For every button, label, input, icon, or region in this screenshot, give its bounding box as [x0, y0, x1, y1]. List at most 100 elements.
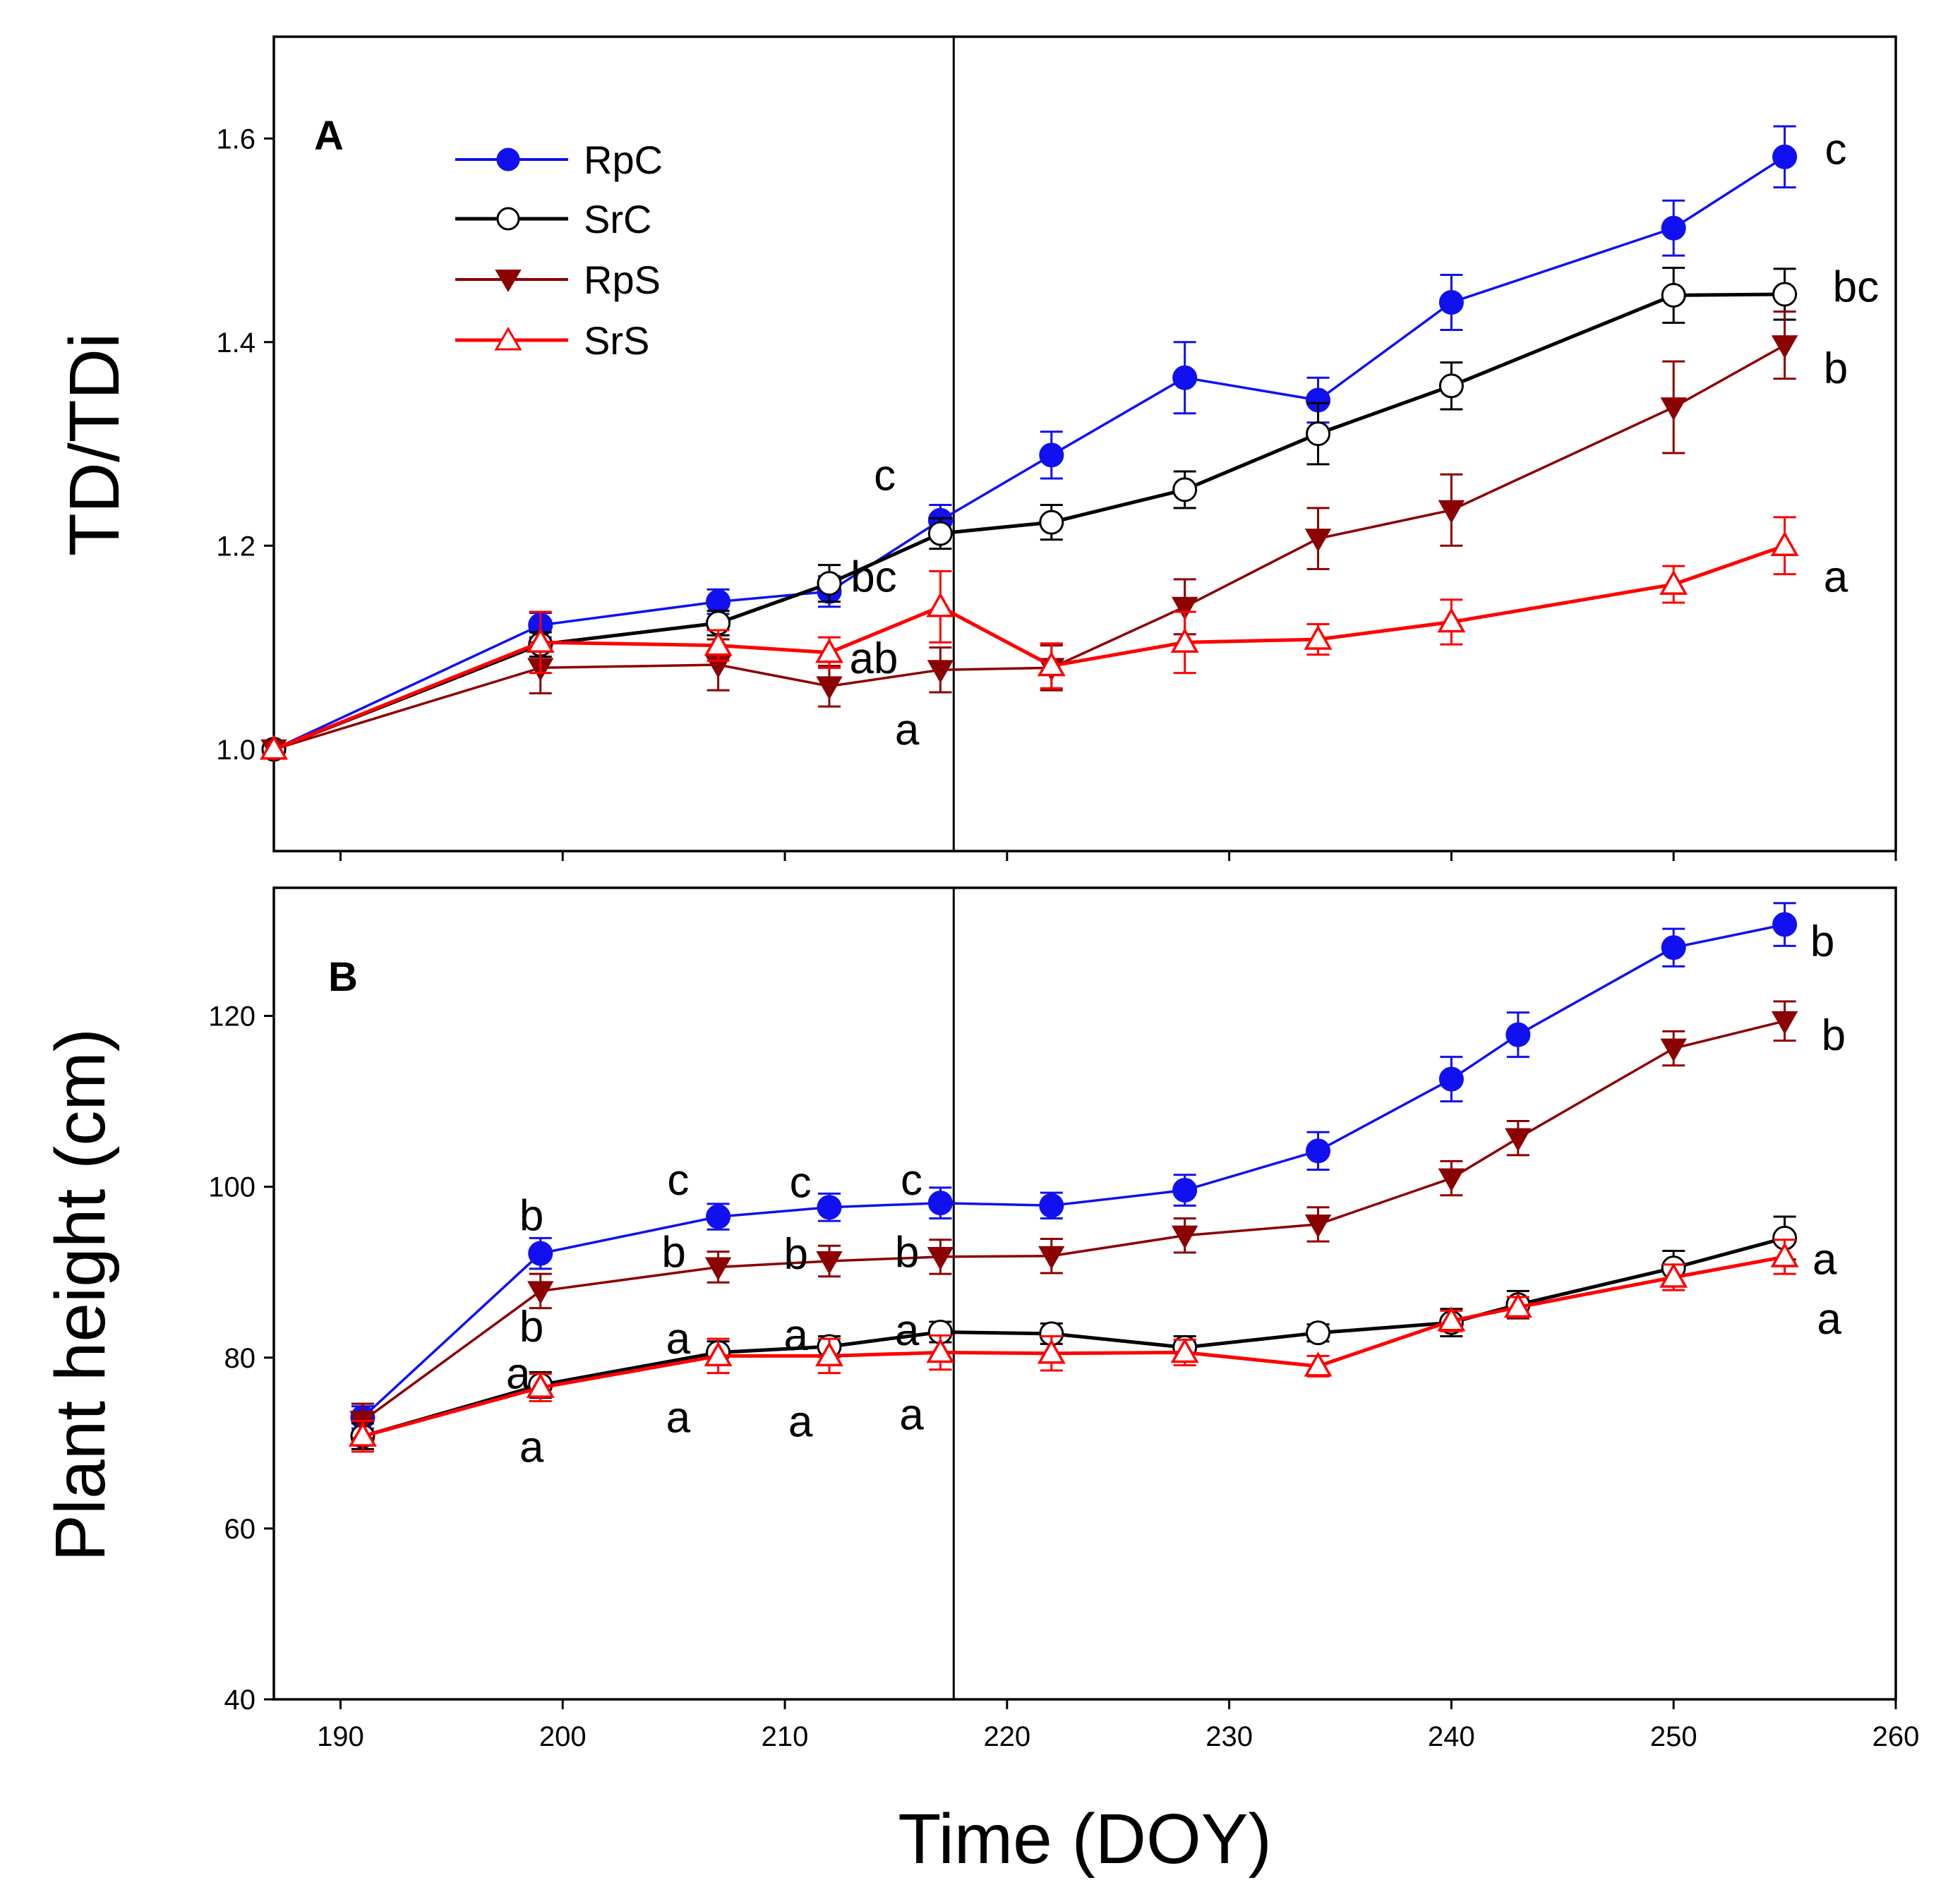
series-rps-b	[349, 1000, 1798, 1440]
y-tick-label-b-2: 80	[224, 1343, 256, 1374]
bottom-y-axis-title: Plant height (cm)	[41, 1028, 120, 1562]
x-axis-title: Time (DOY)	[898, 1800, 1272, 1879]
point-rps-b-9	[1505, 1128, 1532, 1152]
point-srs-b-7	[1304, 1351, 1333, 1377]
series-srs-b	[348, 1239, 1799, 1453]
y-tick-label-a-1: 1.2	[216, 531, 255, 562]
point-rpc-b-11	[1772, 912, 1798, 937]
point-rps-b-11	[1771, 1011, 1798, 1035]
significance-label-a-7: a	[1824, 553, 1848, 602]
point-rps-a-7	[1304, 529, 1332, 553]
significance-label-a-4: c	[1825, 126, 1847, 174]
y-tick-label-a-3: 1.6	[216, 123, 255, 155]
significance-label-a-0: c	[874, 451, 896, 500]
point-rps-a-4	[927, 660, 954, 684]
point-rps-a-3	[816, 676, 843, 700]
point-rpc-b-9	[1505, 1022, 1531, 1047]
point-rpc-b-7	[1306, 1138, 1331, 1164]
point-rps-b-1	[527, 1281, 554, 1305]
point-srs-a-4	[926, 592, 955, 617]
point-rpc-b-10	[1661, 935, 1686, 960]
x-tick-label-7: 260	[1872, 1721, 1920, 1752]
point-src-a-9	[1661, 282, 1686, 308]
legend-label-rps: RpS	[584, 258, 661, 302]
point-rps-a-6	[1171, 596, 1198, 620]
significance-label-b-12: c	[901, 1156, 922, 1205]
significance-label-b-19: a	[1817, 1295, 1841, 1344]
panel-b-letter: B	[328, 954, 358, 1000]
point-srs-a-2	[704, 631, 733, 656]
panel-a-frame	[272, 35, 1897, 852]
point-srs-a-0	[259, 735, 289, 760]
x-tick-label-3: 220	[983, 1721, 1030, 1752]
panel-b-frame	[272, 886, 1897, 1701]
legend-marker-rpc	[496, 147, 520, 171]
significance-label-b-16: b	[1810, 917, 1834, 966]
point-rps-b-7	[1304, 1214, 1332, 1238]
significance-label-b-8: c	[790, 1158, 812, 1207]
significance-label-b-2: a	[506, 1350, 531, 1399]
series-line-rpc-b	[361, 923, 1785, 1418]
point-srs-a-5	[1037, 651, 1066, 677]
point-srs-a-1	[526, 627, 555, 653]
point-srs-b-10	[1659, 1263, 1688, 1288]
significance-label-b-3: a	[519, 1423, 544, 1472]
y-tick-label-b-0: 40	[224, 1685, 256, 1716]
x-tick-label-5: 240	[1428, 1721, 1475, 1752]
point-rps-a-8	[1438, 500, 1465, 524]
point-rps-a-10	[1771, 335, 1798, 359]
point-srs-a-10	[1770, 531, 1799, 556]
panel-a-letter: A	[314, 113, 344, 159]
panel-a-axes: 1.0 1.2 1.4 1.6	[216, 37, 1897, 861]
point-rpc-b-1	[528, 1241, 553, 1266]
significance-label-b-0: b	[519, 1192, 543, 1241]
significance-label-b-1: b	[519, 1303, 543, 1351]
point-srs-a-6	[1170, 627, 1199, 653]
significance-label-b-15: a	[899, 1391, 924, 1440]
point-srs-b-0	[348, 1421, 377, 1447]
point-rpc-b-6	[1172, 1178, 1198, 1203]
point-srs-b-5	[1037, 1339, 1066, 1364]
point-srs-b-3	[814, 1341, 843, 1367]
point-rps-b-5	[1038, 1246, 1065, 1270]
panel-a: 1.0 1.2 1.4 1.6 c bc ab a c bc b a A TD/TDi RpC Sr…	[55, 35, 1897, 861]
series-line-src-b	[362, 1236, 1786, 1438]
x-tick-label-2: 210	[762, 1721, 809, 1752]
legend-label-src: SrC	[584, 197, 651, 241]
top-y-axis-title: TD/TDi	[55, 333, 134, 557]
y-tick-label-b-3: 100	[208, 1172, 255, 1203]
point-rps-b-6	[1171, 1225, 1198, 1249]
significance-label-b-10: a	[784, 1311, 809, 1360]
significance-label-b-7: a	[666, 1393, 691, 1442]
legend-entry-rpc: RpC	[455, 138, 663, 182]
point-src-a-10	[1772, 282, 1798, 307]
significance-label-a-1: bc	[850, 553, 896, 602]
significance-label-b-9: b	[784, 1230, 808, 1279]
x-tick-label-4: 230	[1206, 1721, 1253, 1752]
point-rps-b-4	[927, 1246, 954, 1270]
x-tick-label-1: 200	[539, 1721, 587, 1752]
point-srs-b-2	[704, 1341, 733, 1367]
legend-marker-srs	[494, 327, 522, 351]
point-rpc-a-9	[1661, 215, 1686, 241]
significance-label-a-2: ab	[849, 634, 898, 683]
significance-label-b-18: a	[1812, 1235, 1837, 1284]
point-rpc-b-5	[1039, 1193, 1064, 1218]
point-src-a-3	[817, 571, 842, 596]
significance-label-b-13: b	[895, 1229, 919, 1277]
point-rpc-a-10	[1772, 144, 1798, 169]
y-tick-label-b-1: 60	[224, 1514, 256, 1545]
legend-marker-rps	[495, 270, 522, 292]
point-srs-b-9	[1503, 1292, 1532, 1318]
legend: RpC SrC RpS SrS	[455, 138, 663, 363]
y-tick-label-a-0: 1.0	[216, 735, 255, 766]
legend-entry-srs: SrS	[455, 318, 649, 363]
series-line-srs-b	[362, 1255, 1786, 1438]
point-rps-b-3	[816, 1251, 843, 1275]
point-rpc-a-2	[706, 589, 731, 615]
point-rpc-b-8	[1438, 1066, 1464, 1092]
